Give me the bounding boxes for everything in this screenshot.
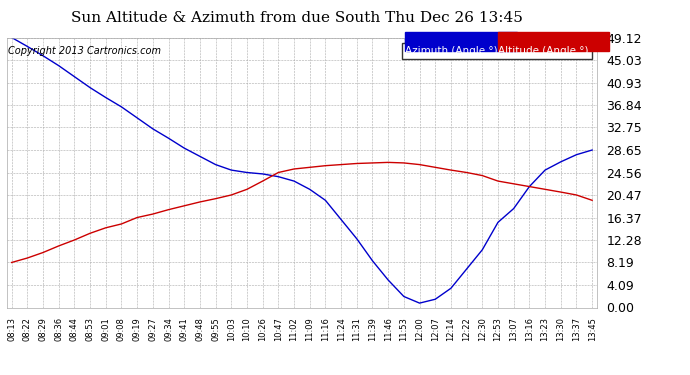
Text: Copyright 2013 Cartronics.com: Copyright 2013 Cartronics.com — [8, 46, 161, 56]
Text: Sun Altitude & Azimuth from due South Thu Dec 26 13:45: Sun Altitude & Azimuth from due South Th… — [71, 11, 522, 25]
Legend: Azimuth (Angle °), Altitude (Angle °): Azimuth (Angle °), Altitude (Angle °) — [402, 43, 591, 59]
